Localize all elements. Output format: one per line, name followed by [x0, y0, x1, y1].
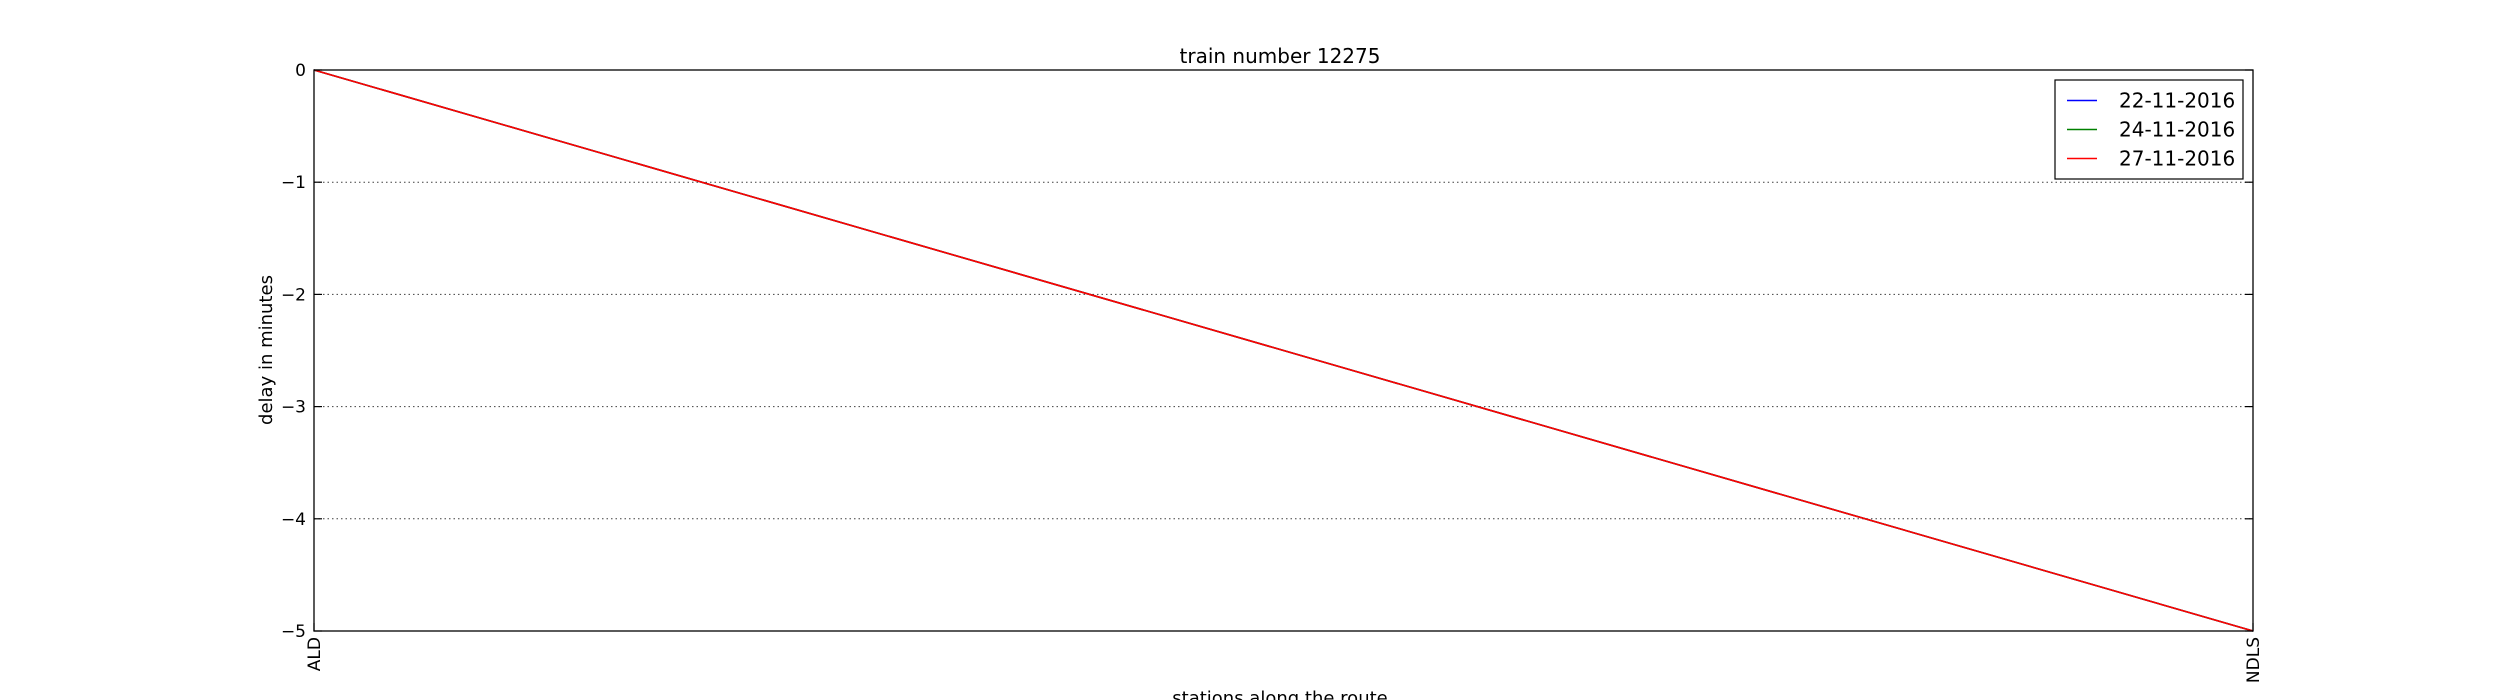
plot-frame [313, 69, 2254, 632]
x-axis-label: stations along the route [1172, 688, 1387, 700]
grid-lines [314, 181, 2253, 520]
chart-title: train number 12275 [1180, 44, 1381, 68]
series-line-27-11-2016 [313, 69, 2254, 632]
legend: 22-11-2016 24-11-2016 27-11-2016 [2054, 79, 2244, 180]
x-tick-label: ALD [305, 637, 325, 671]
y-tick-label: 0 [295, 61, 306, 81]
series-lines [313, 69, 2254, 632]
y-axis-ticks: 0 −1 −2 −3 −4 −5 [281, 61, 2253, 642]
legend-box [2054, 79, 2244, 180]
x-tick-label: NDLS [2244, 637, 2264, 683]
y-tick-label: −1 [281, 173, 306, 193]
y-tick-label: −4 [281, 510, 306, 530]
legend-label: 22-11-2016 [2119, 89, 2235, 113]
y-axis-label: delay in minutes [256, 275, 277, 425]
y-tick-label: −2 [281, 285, 306, 305]
legend-label: 24-11-2016 [2119, 118, 2235, 142]
y-tick-label: −3 [281, 398, 306, 418]
y-tick-label: −5 [281, 622, 306, 642]
x-axis-ticks: ALD NDLS [305, 623, 2264, 683]
legend-label: 27-11-2016 [2119, 147, 2235, 171]
